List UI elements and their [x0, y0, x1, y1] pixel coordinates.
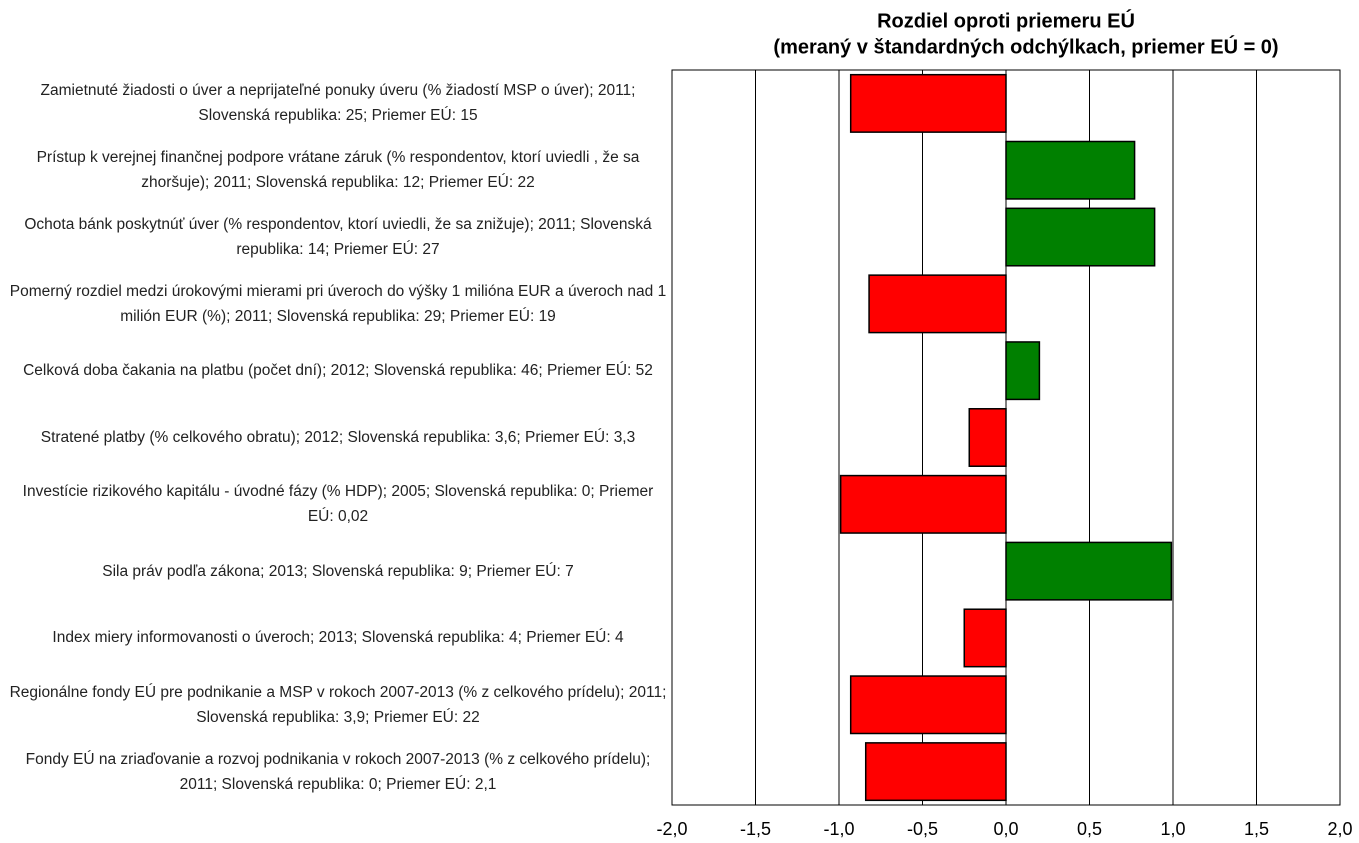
- y-tick-label: Pomerný rozdiel medzi úrokovými mierami …: [9, 282, 667, 325]
- y-tick-label: Zamietnuté žiadosti o úver a neprijateľn…: [40, 82, 636, 125]
- plot-border: [671, 69, 1341, 806]
- x-tick-label: -1,5: [740, 819, 771, 839]
- bar: [968, 408, 1007, 467]
- y-tick-label: Prístup k verejnej finančnej podpore vrá…: [36, 149, 640, 192]
- bar: [963, 608, 1007, 668]
- y-tick-label: Regionálne fondy EÚ pre podnikanie a MSP…: [9, 683, 667, 726]
- bar: [1005, 207, 1156, 267]
- x-tick-label: 0,0: [993, 819, 1018, 839]
- bar: [1005, 541, 1173, 601]
- x-tick-label: -1,0: [823, 819, 854, 839]
- x-tick-label: 1,5: [1244, 819, 1269, 839]
- y-tick-label: Sila práv podľa zákona; 2013; Slovenská …: [102, 562, 574, 580]
- chart-subtitle: (meraný v štandardných odchýlkach, priem…: [773, 34, 1278, 58]
- x-tick-label: 1,0: [1160, 819, 1185, 839]
- bar: [1005, 341, 1041, 401]
- y-tick-label: Ochota bánk poskytnúť úver (% respondent…: [24, 216, 652, 259]
- y-tick-label: Investície rizikového kapitálu - úvodné …: [22, 483, 654, 526]
- x-tick-label: -2,0: [656, 819, 687, 839]
- bar: [839, 474, 1007, 534]
- bar: [864, 742, 1007, 802]
- bar: [868, 274, 1007, 334]
- bar: [849, 73, 1007, 133]
- y-tick-label: Celková doba čakania na platbu (počet dn…: [23, 362, 653, 380]
- y-tick-label: Stratené platby (% celkového obratu); 20…: [40, 428, 636, 446]
- x-tick-label: 0,5: [1077, 819, 1102, 839]
- x-tick-label: 2,0: [1327, 819, 1352, 839]
- chart-title: Rozdiel oproti priemeru EÚ: [877, 8, 1135, 32]
- bar: [849, 675, 1007, 735]
- x-tick-label: -0,5: [907, 819, 938, 839]
- y-tick-label: Fondy EÚ na zriaďovanie a rozvoj podnika…: [25, 750, 651, 793]
- y-tick-label: Index miery informovanosti o úveroch; 20…: [52, 629, 624, 647]
- bar: [1005, 140, 1136, 200]
